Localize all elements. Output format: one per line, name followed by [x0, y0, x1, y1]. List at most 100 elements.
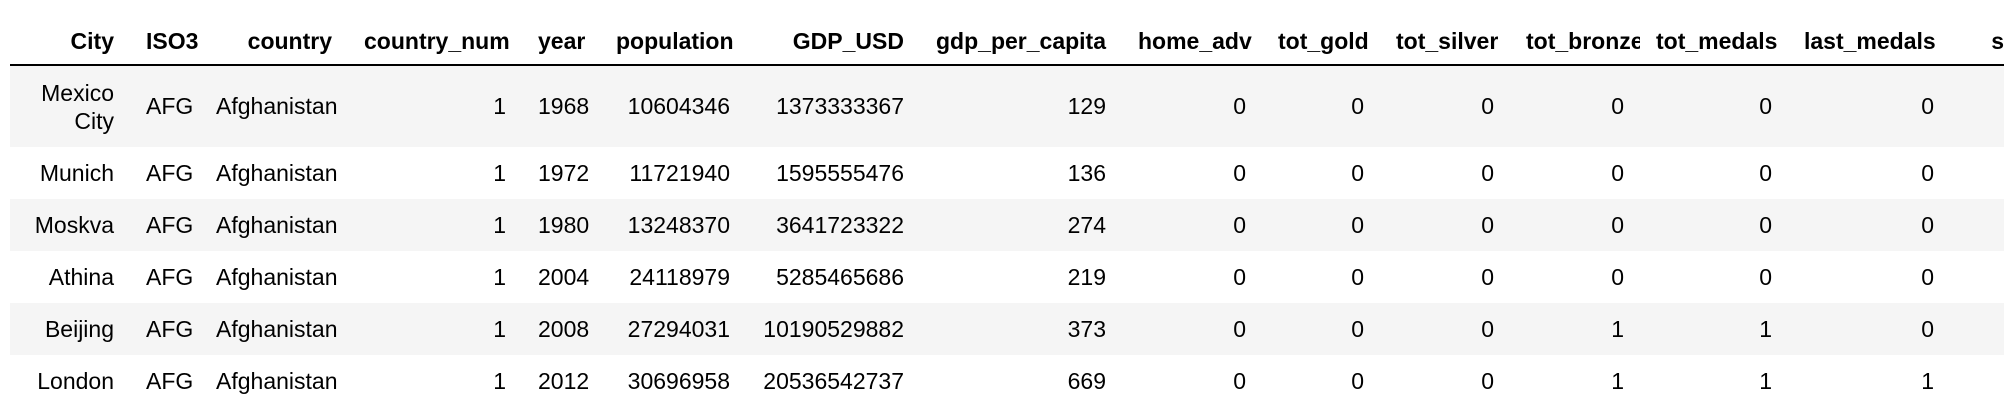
column-header-home-adv: home_adv [1122, 18, 1262, 66]
cell-gdp-per-capita: 669 [1067, 367, 1106, 394]
cell-country: Afghanistan [216, 93, 338, 119]
cell-tot-silver: 0 [1481, 263, 1494, 290]
cell-tot-gold: 0 [1351, 367, 1364, 394]
column-header-tot-bronze: tot_bronze [1510, 18, 1640, 66]
cell-iso3: AFG [146, 211, 194, 238]
cell-tot-silver: 0 [1481, 93, 1494, 119]
cell-tot-gold: 0 [1351, 93, 1364, 119]
cell-country-num: 1 [493, 367, 506, 394]
cell-truncated [1950, 199, 2004, 251]
cell-tot-bronze: 0 [1611, 211, 1624, 238]
cell-home-adv: 0 [1233, 315, 1246, 342]
cell-year: 2004 [538, 263, 590, 290]
column-header-tot-gold: tot_gold [1262, 18, 1380, 66]
cell-tot-medals: 0 [1759, 93, 1772, 119]
cell-gdp-per-capita: 274 [1067, 211, 1106, 238]
cell-last-medals: 1 [1921, 367, 1934, 394]
column-header-tot-silver: tot_silver [1380, 18, 1510, 66]
cell-country: Afghanistan [216, 367, 338, 394]
column-header-year: year [522, 18, 600, 66]
cell-city: Moskva [34, 212, 114, 238]
cell-gdp-usd: 1595555476 [776, 159, 904, 186]
cell-population: 11721940 [629, 159, 730, 186]
cell-year: 2008 [538, 315, 590, 342]
cell-tot-medals: 0 [1759, 211, 1772, 238]
column-header-country-num: country_num [348, 18, 522, 66]
column-header-population: population [600, 18, 746, 66]
cell-country-num: 1 [493, 93, 506, 119]
cell-home-adv: 0 [1233, 367, 1246, 394]
cell-iso3: AFG [146, 367, 194, 394]
cell-country: Afghanistan [216, 159, 338, 186]
cell-truncated [1950, 65, 2004, 147]
column-header-last-medals: last_medals [1788, 18, 1950, 66]
cell-tot-gold: 0 [1351, 263, 1364, 290]
cell-population: 10604346 [627, 93, 730, 119]
cell-tot-medals: 0 [1759, 263, 1772, 290]
cell-gdp-usd: 5285465686 [776, 263, 904, 290]
cell-gdp-usd: 20536542737 [763, 367, 904, 394]
cell-home-adv: 0 [1233, 263, 1246, 290]
cell-gdp-per-capita: 219 [1067, 263, 1106, 290]
cell-gdp-usd: 1373333367 [776, 93, 904, 119]
cell-city: Beijing [44, 316, 114, 342]
dataframe-viewport: City ISO3 country country_num year popul… [10, 18, 2004, 407]
cell-country-num: 1 [493, 263, 506, 290]
cell-tot-bronze: 1 [1611, 315, 1624, 342]
cell-last-medals: 0 [1921, 211, 1934, 238]
dataframe-table: City ISO3 country country_num year popul… [10, 18, 2004, 407]
cell-last-medals: 0 [1921, 315, 1934, 342]
cell-tot-silver: 0 [1481, 315, 1494, 342]
cell-truncated [1950, 251, 2004, 303]
cell-iso3: AFG [146, 315, 194, 342]
cell-tot-gold: 0 [1351, 211, 1364, 238]
column-header-country: country [200, 18, 348, 66]
cell-tot-medals: 0 [1759, 159, 1772, 186]
cell-tot-gold: 0 [1351, 159, 1364, 186]
column-header-truncated: s [1950, 18, 2004, 66]
column-header-gdp-per-capita: gdp_per_capita [920, 18, 1122, 66]
cell-tot-silver: 0 [1481, 367, 1494, 394]
cell-iso3: AFG [146, 263, 194, 290]
cell-gdp-per-capita: 373 [1067, 315, 1106, 342]
cell-country-num: 1 [493, 315, 506, 342]
cell-truncated [1950, 147, 2004, 199]
cell-country-num: 1 [493, 211, 506, 238]
cell-last-medals: 0 [1921, 159, 1934, 186]
cell-tot-silver: 0 [1481, 159, 1494, 186]
cell-tot-medals: 1 [1759, 315, 1772, 342]
cell-last-medals: 0 [1921, 263, 1934, 290]
cell-truncated [1950, 303, 2004, 355]
cell-tot-bronze: 1 [1611, 367, 1624, 394]
cell-last-medals: 0 [1921, 93, 1934, 119]
cell-country: Afghanistan [216, 263, 338, 290]
cell-city: Munich [39, 160, 114, 186]
cell-population: 27294031 [627, 315, 730, 342]
cell-iso3: AFG [146, 159, 194, 186]
cell-country: Afghanistan [216, 315, 338, 342]
table-row: Beijing AFG Afghanistan 1 2008 27294031 … [10, 303, 2004, 355]
cell-population: 30696958 [627, 367, 730, 394]
cell-city: London [37, 368, 114, 394]
cell-tot-gold: 0 [1351, 315, 1364, 342]
cell-tot-medals: 1 [1759, 367, 1772, 394]
column-header-city: City [10, 18, 130, 66]
cell-tot-bronze: 0 [1611, 263, 1624, 290]
column-header-iso3: ISO3 [130, 18, 200, 66]
column-header-tot-medals: tot_medals [1640, 18, 1788, 66]
table-row: Mexico City AFG Afghanistan 1 1968 10604… [10, 65, 2004, 147]
cell-country: Afghanistan [216, 211, 338, 238]
cell-year: 1972 [538, 159, 590, 186]
cell-gdp-usd: 10190529882 [763, 315, 904, 342]
cell-home-adv: 0 [1233, 159, 1246, 186]
cell-year: 1968 [538, 93, 590, 119]
cell-gdp-per-capita: 129 [1067, 93, 1106, 119]
cell-tot-bronze: 0 [1611, 93, 1624, 119]
cell-iso3: AFG [146, 93, 194, 119]
cell-year: 2012 [538, 367, 590, 394]
table-row: Moskva AFG Afghanistan 1 1980 13248370 3… [10, 199, 2004, 251]
table-row: London AFG Afghanistan 1 2012 30696958 2… [10, 355, 2004, 407]
cell-population: 24118979 [629, 263, 730, 290]
cell-city: Athina [48, 264, 114, 290]
cell-tot-silver: 0 [1481, 211, 1494, 238]
